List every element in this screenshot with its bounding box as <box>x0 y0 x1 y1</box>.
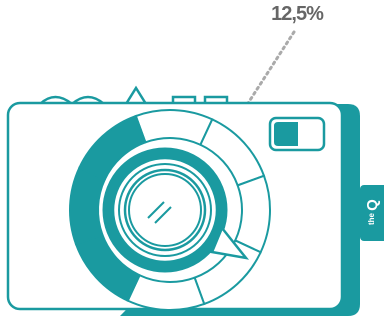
logo-letter: Q <box>364 199 381 211</box>
percent-label: 12,5% <box>271 3 324 25</box>
lens-glass <box>125 170 205 250</box>
infographic: 12,5% the Q <box>0 0 384 319</box>
viewfinder-fill <box>274 122 298 146</box>
top-button <box>126 88 146 104</box>
logo-tab <box>360 185 384 241</box>
logo-small: the <box>367 212 376 225</box>
